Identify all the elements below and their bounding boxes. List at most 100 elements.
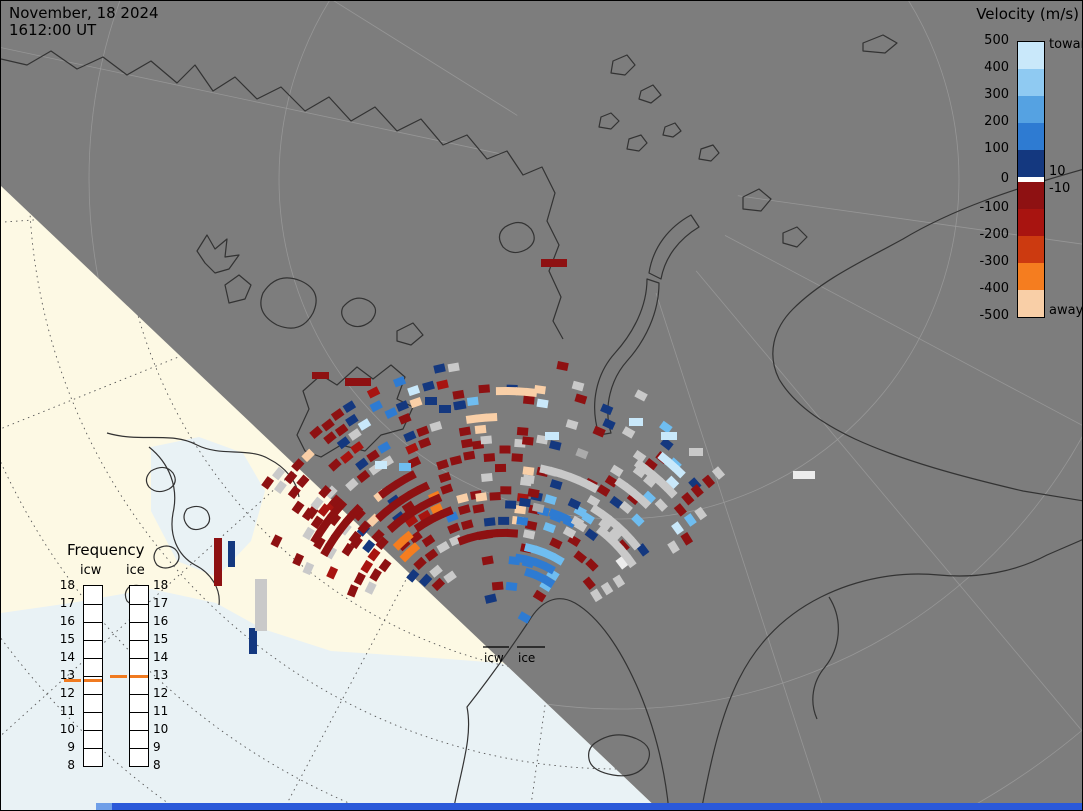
- colorbar-segment-away: [1018, 182, 1044, 209]
- scatter-cell: [431, 577, 446, 592]
- frequency-marker-dash-icw: [64, 678, 81, 682]
- scatter-cell-extra: [375, 461, 387, 469]
- scatter-cell: [272, 466, 286, 481]
- scatter-cell: [392, 537, 407, 551]
- coastline: [700, 539, 1082, 810]
- scatter-cell: [596, 525, 610, 539]
- coastline: [862, 34, 898, 54]
- scatter-cell: [516, 516, 529, 526]
- scatter-cell: [525, 387, 538, 397]
- scatter-cell: [524, 520, 538, 531]
- scatter-cell: [633, 459, 648, 473]
- frequency-scale-number: 11: [153, 704, 169, 718]
- frequency-bar-icw: [64, 585, 103, 767]
- meridian-line: [724, 234, 1082, 640]
- scatter-cell: [533, 384, 546, 395]
- scatter-cell: [409, 396, 423, 409]
- scatter-cell: [516, 426, 529, 436]
- radar-scatter-cells: [214, 259, 815, 654]
- scatter-cell: [404, 514, 419, 528]
- scatter-cell: [486, 529, 499, 539]
- scatter-cell: [576, 476, 590, 489]
- scatter-cell: [500, 486, 512, 495]
- coastline: [183, 505, 211, 531]
- scatter-cell: [542, 548, 556, 561]
- scatter-cell: [681, 491, 695, 506]
- coastline: [341, 297, 377, 328]
- colorbar-zero-divider: [1018, 177, 1044, 182]
- scatter-cell: [571, 380, 585, 392]
- scatter-cell: [348, 428, 362, 441]
- scatter-cell: [494, 463, 507, 473]
- frequency-scale-number: 18: [59, 578, 75, 592]
- scatter-cell: [323, 431, 337, 445]
- scatter-cell: [422, 380, 435, 392]
- frequency-scale-number: 17: [59, 596, 75, 610]
- scatter-cell: [524, 555, 537, 567]
- scatter-cell: [680, 532, 694, 546]
- scatter-cell: [457, 534, 471, 546]
- scatter-cell: [309, 425, 323, 439]
- site-label-ice: ice: [518, 651, 536, 665]
- scatter-cell: [574, 393, 588, 405]
- coastline: [498, 221, 535, 254]
- colorbar-tick-label: -100: [979, 200, 1009, 215]
- scatter-cell: [324, 485, 338, 499]
- scatter-cell: [567, 497, 581, 510]
- scatter-cell: [533, 545, 547, 557]
- scatter-cell: [585, 558, 599, 572]
- scatter-cell: [301, 448, 315, 463]
- scatter-cell: [582, 576, 596, 591]
- scatter-cell: [636, 543, 650, 557]
- frequency-scale-number: 13: [153, 668, 169, 682]
- scatter-cell: [683, 513, 697, 527]
- coastline: [812, 596, 839, 720]
- scatter-cell: [318, 485, 332, 499]
- scatter-cell: [505, 581, 518, 592]
- scatter-cell: [398, 412, 412, 425]
- scatter-cell: [515, 387, 528, 396]
- scatter-cell: [302, 561, 315, 576]
- scatter-cell: [523, 543, 537, 554]
- timestamp-date: November, 18 2024: [9, 4, 159, 22]
- frequency-tick: [84, 676, 102, 677]
- scatter-cell: [480, 472, 493, 482]
- scatter-cell: [533, 571, 547, 583]
- scatter-cell: [403, 470, 417, 483]
- scatter-cell: [609, 464, 624, 478]
- frequency-tick: [130, 712, 148, 713]
- scatter-cell: [586, 494, 601, 508]
- scatter-cell: [660, 437, 674, 451]
- meridian-line: [655, 293, 923, 810]
- scatter-cell: [369, 568, 382, 582]
- scatter-cell: [336, 436, 351, 450]
- coastline: [742, 188, 772, 212]
- scatter-cell: [395, 400, 409, 412]
- scatter-cell: [701, 474, 716, 489]
- scatter-cell-extra: [439, 405, 451, 413]
- scatter-cell: [567, 472, 581, 485]
- scatter-cell: [522, 474, 535, 484]
- scatter-cell: [357, 418, 372, 431]
- scatter-cell: [447, 522, 461, 535]
- scatter-cell: [626, 491, 641, 506]
- scatter-cell: [424, 548, 439, 562]
- scatter-cell: [575, 447, 589, 460]
- scatter-cell: [399, 548, 413, 563]
- scatter-cell: [321, 418, 335, 432]
- frequency-scale-number: 11: [59, 704, 75, 718]
- frequency-tick: [130, 640, 148, 641]
- scatter-cell-extra: [545, 432, 559, 440]
- scatter-cell: [413, 556, 427, 571]
- colorbar-tick-label: -200: [979, 227, 1009, 242]
- scatter-cell: [527, 488, 540, 499]
- colorbar-away-label: away: [1049, 303, 1083, 318]
- scatter-cell: [556, 361, 569, 372]
- scatter-cell: [436, 540, 450, 554]
- scatter-cell: [360, 559, 374, 574]
- scatter-cell: [357, 520, 371, 534]
- scatter-cell: [413, 519, 428, 533]
- scatter-cell: [429, 421, 443, 432]
- scatter-cell-extra: [541, 259, 567, 267]
